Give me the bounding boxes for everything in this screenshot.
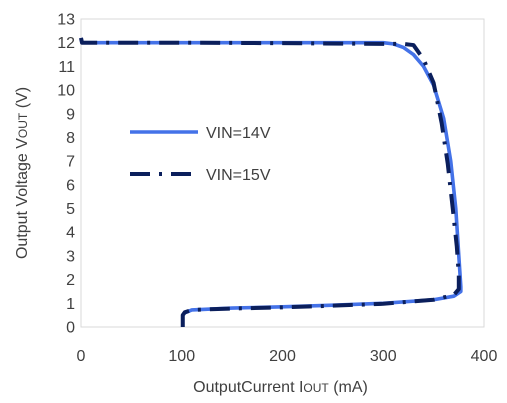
x-axis-title-sub: OUT: [303, 381, 329, 395]
plot-border: [80, 18, 485, 328]
y-axis-title-sub: OUT: [16, 112, 30, 138]
x-axis-title-unit: (mA): [329, 379, 368, 396]
y-tick-label: 2: [66, 272, 75, 289]
y-tick-label: 4: [66, 225, 75, 242]
y-tick-label: 6: [66, 177, 75, 194]
x-tick-label: 300: [370, 348, 397, 365]
x-tick-label: 0: [77, 348, 86, 365]
y-tick-label: 11: [58, 59, 75, 76]
plot-frame: [80, 18, 485, 328]
series-line-2: [79, 37, 461, 327]
y-tick-label: 9: [66, 106, 75, 123]
series-layer: [79, 37, 463, 327]
axis-titles: OutputCurrent IOUT (mA)Output Voltage VO…: [14, 87, 368, 396]
series-line-1: [79, 37, 463, 327]
y-tick-label: 12: [57, 35, 75, 52]
legend-label-1: VIN=14V: [206, 125, 271, 142]
y-tick-label: 0: [66, 320, 75, 337]
y-axis-title-unit: (V): [14, 87, 31, 113]
x-axis-title-main: OutputCurrent I: [193, 379, 303, 396]
x-tick-label: 400: [471, 348, 498, 365]
x-tick-label: 200: [269, 348, 296, 365]
x-tick-label: 100: [168, 348, 195, 365]
legend: VIN=14V VIN=15V: [130, 125, 271, 184]
y-axis-title: Output Voltage VOUT (V): [14, 87, 31, 259]
x-axis-title: OutputCurrent IOUT (mA): [193, 379, 368, 396]
y-tick-label: 7: [66, 154, 75, 171]
y-tick-label: 1: [66, 296, 75, 313]
y-tick-label: 10: [57, 83, 75, 100]
y-tick-label: 8: [66, 130, 75, 147]
y-tick-label: 3: [66, 248, 75, 265]
legend-label-2: VIN=15V: [206, 167, 271, 184]
y-axis-title-main: Output Voltage V: [14, 138, 31, 259]
y-tick-label: 13: [57, 12, 75, 29]
y-tick-label: 5: [66, 201, 75, 218]
